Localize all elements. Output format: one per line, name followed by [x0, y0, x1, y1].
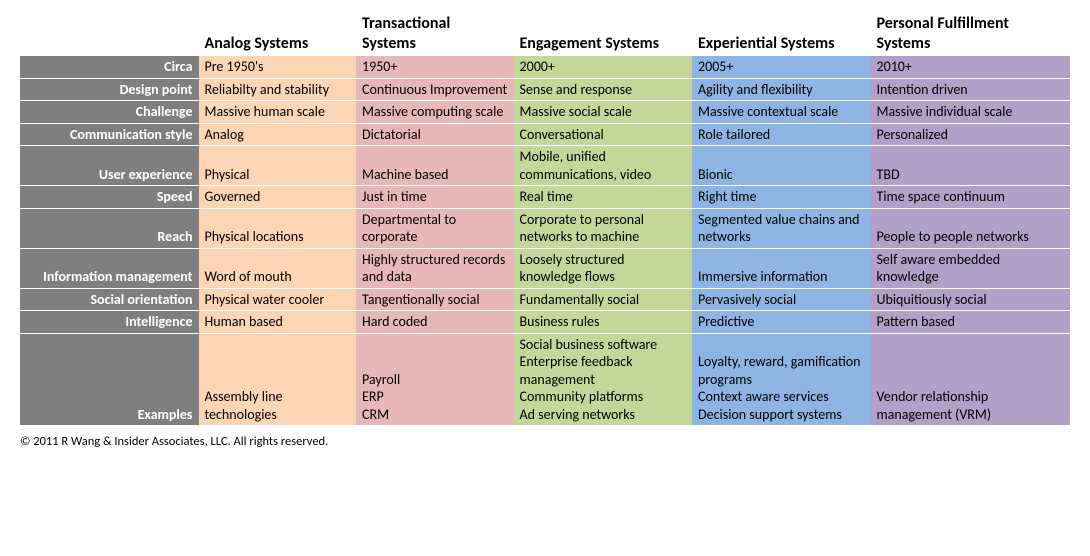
row-label: Social orientation [20, 288, 199, 311]
cell: Social business softwareEnterprise feedb… [514, 333, 693, 426]
cell: Highly structured records and data [356, 248, 514, 288]
table-row: User experiencePhysicalMachine basedMobi… [20, 146, 1070, 186]
row-label: Design point [20, 78, 199, 101]
table-row: IntelligenceHuman basedHard codedBusines… [20, 311, 1070, 334]
cell: Immersive information [692, 248, 871, 288]
cell: Agility and flexibility [692, 78, 871, 101]
table-body: Analog Systems Transactional Systems Eng… [20, 12, 1070, 426]
row-label: Intelligence [20, 311, 199, 334]
cell: People to people networks [871, 208, 1071, 248]
systems-evolution-table: Analog Systems Transactional Systems Eng… [20, 12, 1070, 426]
cell: Assembly line technologies [199, 333, 357, 426]
cell: Conversational [514, 123, 693, 146]
cell: Fundamentally social [514, 288, 693, 311]
cell: TBD [871, 146, 1071, 186]
header-blank [20, 12, 199, 56]
cell: Mobile, unified communications, video [514, 146, 693, 186]
row-label: Reach [20, 208, 199, 248]
table-row: Communication styleAnalogDictatorialConv… [20, 123, 1070, 146]
cell: Departmental to corporate [356, 208, 514, 248]
cell: Predictive [692, 311, 871, 334]
cell: Machine based [356, 146, 514, 186]
cell: Massive individual scale [871, 101, 1071, 124]
cell: Loosely structured knowledge flows [514, 248, 693, 288]
cell: 2000+ [514, 56, 693, 78]
cell: Just in time [356, 186, 514, 209]
row-label: Communication style [20, 123, 199, 146]
header-personal: Personal Fulfillment Systems [871, 12, 1071, 56]
cell: 2005+ [692, 56, 871, 78]
header-transactional: Transactional Systems [356, 12, 514, 56]
row-label: Circa [20, 56, 199, 78]
cell: Pre 1950's [199, 56, 357, 78]
cell: Corporate to personal networks to machin… [514, 208, 693, 248]
cell: Massive social scale [514, 101, 693, 124]
cell: Reliabilty and stability [199, 78, 357, 101]
cell: Bionic [692, 146, 871, 186]
cell: 2010+ [871, 56, 1071, 78]
table-row: Design pointReliabilty and stabilityCont… [20, 78, 1070, 101]
header-analog: Analog Systems [199, 12, 357, 56]
cell: Governed [199, 186, 357, 209]
table-row: Social orientationPhysical water coolerT… [20, 288, 1070, 311]
cell: Self aware embedded knowledge [871, 248, 1071, 288]
row-label: Challenge [20, 101, 199, 124]
cell: Pattern based [871, 311, 1071, 334]
cell: Ubiquitiously social [871, 288, 1071, 311]
cell: Massive human scale [199, 101, 357, 124]
table-row: ReachPhysical locationsDepartmental to c… [20, 208, 1070, 248]
cell: Word of mouth [199, 248, 357, 288]
table-row: CircaPre 1950's1950+2000+2005+2010+ [20, 56, 1070, 78]
header-experiential: Experiential Systems [692, 12, 871, 56]
cell: Physical locations [199, 208, 357, 248]
row-label: Speed [20, 186, 199, 209]
cell: Physical [199, 146, 357, 186]
row-label: Information management [20, 248, 199, 288]
cell: Dictatorial [356, 123, 514, 146]
cell: Personalized [871, 123, 1071, 146]
cell: PayrollERPCRM [356, 333, 514, 426]
cell: Real time [514, 186, 693, 209]
cell: Sense and response [514, 78, 693, 101]
table-row: SpeedGovernedJust in timeReal timeRight … [20, 186, 1070, 209]
cell: Tangentionally social [356, 288, 514, 311]
header-engagement: Engagement Systems [514, 12, 693, 56]
cell: 1950+ [356, 56, 514, 78]
cell: Segmented value chains and networks [692, 208, 871, 248]
cell: Role tailored [692, 123, 871, 146]
cell: Human based [199, 311, 357, 334]
table-row: Information managementWord of mouthHighl… [20, 248, 1070, 288]
cell: Hard coded [356, 311, 514, 334]
row-label: Examples [20, 333, 199, 426]
cell: Massive computing scale [356, 101, 514, 124]
cell: Physical water cooler [199, 288, 357, 311]
cell: Analog [199, 123, 357, 146]
cell: Business rules [514, 311, 693, 334]
cell: Vendor relationship management (VRM) [871, 333, 1071, 426]
table-row: ExamplesAssembly line technologiesPayrol… [20, 333, 1070, 426]
table-row: ChallengeMassive human scaleMassive comp… [20, 101, 1070, 124]
row-label: User experience [20, 146, 199, 186]
cell: Continuous Improvement [356, 78, 514, 101]
cell: Loyalty, reward, gamification programsCo… [692, 333, 871, 426]
cell: Pervasively social [692, 288, 871, 311]
cell: Massive contextual scale [692, 101, 871, 124]
cell: Time space continuum [871, 186, 1071, 209]
cell: Intention driven [871, 78, 1071, 101]
header-row: Analog Systems Transactional Systems Eng… [20, 12, 1070, 56]
cell: Right time [692, 186, 871, 209]
copyright-footer: © 2011 R Wang & Insider Associates, LLC.… [20, 434, 1070, 449]
